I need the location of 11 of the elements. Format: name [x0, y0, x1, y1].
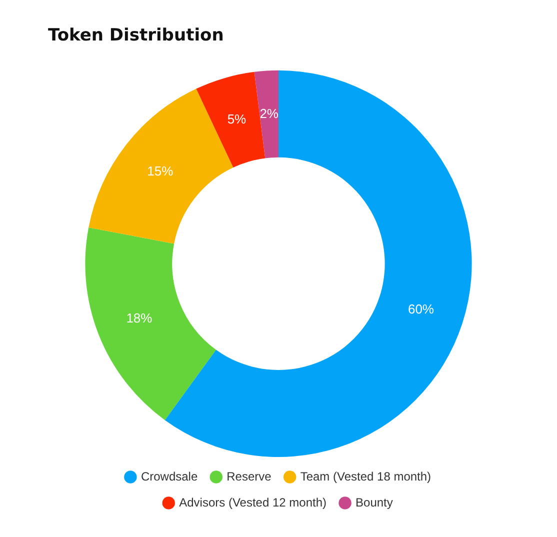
data-label: 60%: [408, 302, 434, 317]
legend-label: Team (Vested 18 month): [300, 469, 432, 484]
chart-title: Token Distribution: [48, 26, 224, 46]
legend-label: Reserve: [226, 469, 272, 484]
legend-label: Crowdsale: [140, 469, 198, 484]
data-label: 5%: [227, 111, 247, 126]
legend-label: Advisors (Vested 12 month): [179, 495, 327, 510]
legend-label: Bounty: [356, 495, 393, 510]
data-label: 2%: [260, 106, 279, 121]
data-label: 15%: [147, 163, 174, 178]
data-label: 18%: [126, 310, 153, 326]
